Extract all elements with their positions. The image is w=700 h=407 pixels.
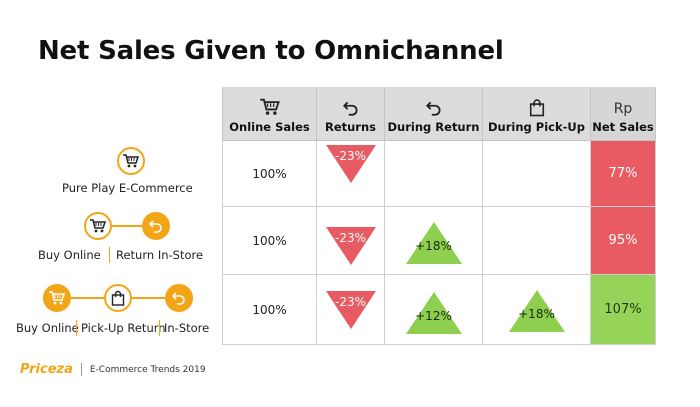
channel-buy-online-label: Buy Online <box>16 321 79 335</box>
channel-divider <box>76 320 77 336</box>
rupiah-symbol: Rp <box>613 101 633 117</box>
returns-cell: -23% <box>317 141 385 207</box>
channel-instore-label: In-Store <box>164 321 210 335</box>
net-sales-cell: 77% <box>591 141 656 207</box>
channel-pickup-return-label: Pick-Up Return <box>81 321 166 335</box>
during-return-cell: +12% <box>385 275 483 345</box>
footer-text: E-Commerce Trends 2019 <box>89 364 206 375</box>
channel-buy-online-label: Buy Online <box>38 248 101 262</box>
return-arrow-icon <box>142 212 170 240</box>
header-label: Returns <box>324 120 377 134</box>
page-title: Net Sales Given to Omnichannel <box>38 36 504 66</box>
header-label: During Return <box>387 120 480 134</box>
shopping-bag-icon <box>104 284 132 312</box>
during-pickup-cell <box>483 141 591 207</box>
decrease-triangle: -23% <box>325 227 376 265</box>
decrease-triangle: -23% <box>325 145 376 183</box>
net-sales-cell: 107% <box>591 275 656 345</box>
table-row: 100% -23% +18% 95% <box>222 207 656 275</box>
during-pickup-cell: +18% <box>483 275 591 345</box>
channel-connector <box>71 297 104 299</box>
cart-icon <box>117 147 145 175</box>
online-sales-cell: 100% <box>222 207 317 275</box>
channel-return-instore-label: Return In-Store <box>116 248 204 262</box>
table-row: 100% -23% 77% <box>222 141 656 207</box>
during-return-cell: +18% <box>385 207 483 275</box>
cart-icon <box>43 284 71 312</box>
footer-divider <box>80 363 82 376</box>
during-pickup-cell <box>483 207 591 275</box>
header-during-pickup: During Pick-Up <box>483 87 591 141</box>
increase-triangle: +18% <box>508 290 565 332</box>
header-net-sales: Rp Net Sales <box>591 87 656 141</box>
channel-divider <box>109 247 110 263</box>
cart-icon <box>84 212 112 240</box>
brand-logo: Priceza <box>20 362 73 377</box>
returns-cell: -23% <box>317 207 385 275</box>
return-arrow-icon <box>165 284 193 312</box>
channel-connector <box>132 297 165 299</box>
header-online-sales: Online Sales <box>222 87 317 141</box>
online-sales-cell: 100% <box>222 275 317 345</box>
header-label: Online Sales <box>229 120 310 134</box>
channel-divider <box>159 320 160 336</box>
decrease-triangle: -23% <box>325 291 376 329</box>
returns-cell: -23% <box>317 275 385 345</box>
increase-triangle: +18% <box>405 222 462 264</box>
channel-connector <box>112 225 142 227</box>
header-returns: Returns <box>317 87 385 141</box>
header-label: During Pick-Up <box>488 120 585 134</box>
during-return-cell <box>385 141 483 207</box>
increase-triangle: +12% <box>405 292 462 334</box>
footer: Priceza E-Commerce Trends 2019 <box>20 362 206 377</box>
online-sales-cell: 100% <box>222 141 317 207</box>
table-row: 100% -23% +12% +18% 107% <box>222 275 656 345</box>
header-during-return: During Return <box>385 87 483 141</box>
net-sales-table: Online Sales Returns During Return Durin… <box>222 87 656 345</box>
channel-pure-play-label: Pure Play E-Commerce <box>62 181 193 195</box>
net-sales-cell: 95% <box>591 207 656 275</box>
return-arrow-icon <box>425 97 443 117</box>
header-label: Net Sales <box>592 120 654 134</box>
return-arrow-icon <box>342 97 360 117</box>
table-header-row: Online Sales Returns During Return Durin… <box>222 87 656 141</box>
cart-icon <box>259 97 281 117</box>
shopping-bag-icon <box>529 97 545 117</box>
